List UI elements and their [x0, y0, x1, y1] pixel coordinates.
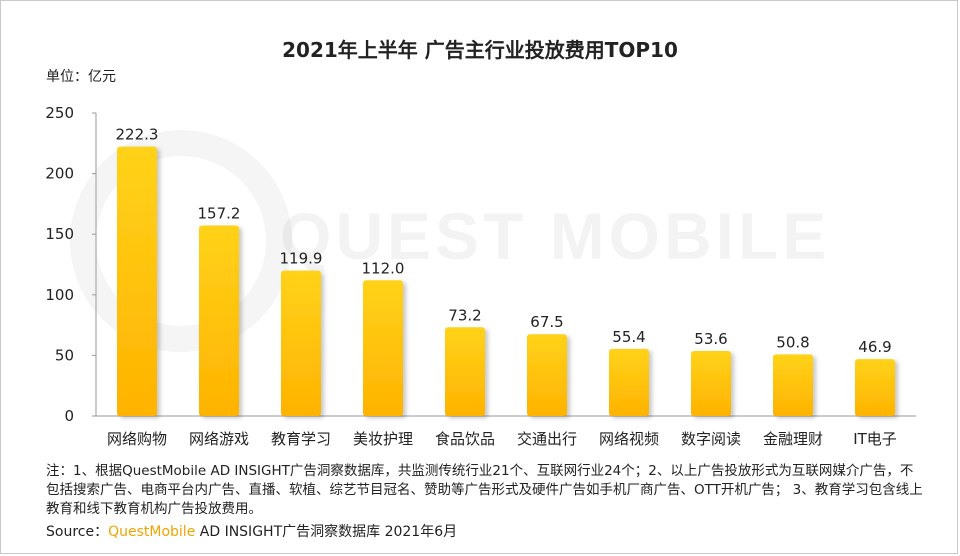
footnotes: 注：1、根据QuestMobile AD INSIGHT广告洞察数据库，共监测传… — [46, 463, 923, 517]
bar-4 — [363, 280, 403, 416]
bar-value-label: 73.2 — [448, 306, 481, 324]
unit-label: 单位：亿元 — [46, 69, 116, 85]
x-tick-label: 交通出行 — [517, 430, 577, 448]
bar-value-label: 67.5 — [530, 313, 563, 331]
bar-value-label: 157.2 — [198, 204, 241, 222]
bar-5 — [445, 327, 485, 416]
x-tick-label: 美妆护理 — [353, 430, 413, 448]
bar-value-label: 50.8 — [776, 333, 809, 351]
bar-10 — [855, 359, 895, 416]
y-tick-label: 100 — [45, 286, 74, 304]
bar-2 — [199, 225, 239, 416]
bar-value-label: 119.9 — [280, 250, 323, 268]
x-tick-label: 网络游戏 — [189, 430, 249, 448]
x-tick-label: 教育学习 — [271, 430, 331, 448]
x-tick-label: 网络购物 — [107, 430, 167, 448]
x-tick-label: 网络视频 — [599, 430, 659, 448]
y-tick-label: 0 — [64, 407, 74, 425]
source-brand: QuestMobile — [108, 524, 196, 540]
chart-title: 2021年上半年 广告主行业投放费用TOP10 — [282, 38, 678, 62]
source-prefix: Source： — [46, 524, 109, 540]
bar-value-label: 222.3 — [116, 126, 159, 144]
bar-value-label: 53.6 — [694, 330, 727, 348]
bar-3 — [281, 270, 321, 416]
bar-8 — [691, 351, 731, 416]
watermark-text: QUEST MOBILE — [280, 198, 830, 274]
x-tick-label: 食品饮品 — [435, 430, 495, 448]
x-tick-label: IT电子 — [853, 430, 897, 448]
x-tick-label: 数字阅读 — [681, 430, 741, 448]
bar-9 — [773, 354, 813, 416]
y-tick-label: 250 — [45, 104, 74, 122]
x-tick-label: 金融理财 — [763, 430, 823, 448]
y-tick-label: 150 — [45, 225, 74, 243]
bar-7 — [609, 348, 649, 416]
bar-value-label: 46.9 — [858, 338, 891, 356]
source-rest: AD INSIGHT广告洞察数据库 2021年6月 — [195, 524, 458, 540]
source-line: Source：QuestMobile AD INSIGHT广告洞察数据库 202… — [46, 521, 457, 541]
y-tick-label: 50 — [55, 346, 74, 364]
bar-1 — [117, 146, 157, 417]
bar-value-label: 55.4 — [612, 328, 645, 346]
bar-value-label: 112.0 — [362, 259, 405, 277]
y-tick-label: 200 — [45, 165, 74, 183]
bar-6 — [527, 334, 567, 416]
